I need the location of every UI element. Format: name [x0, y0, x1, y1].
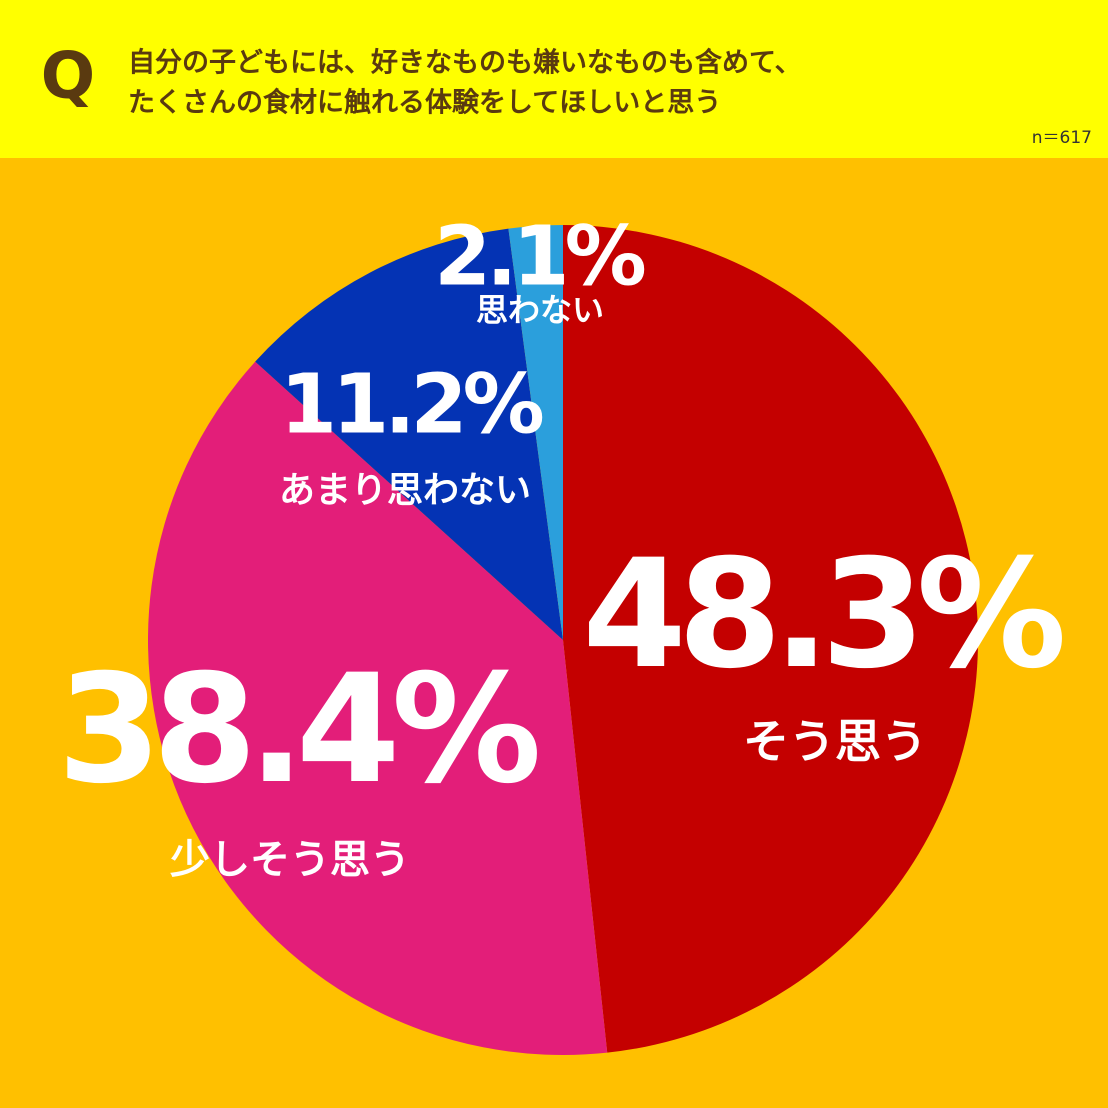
value-label: 38.4%	[57, 643, 537, 817]
value-label: 2.1%	[434, 209, 645, 304]
category-label: そう思う	[743, 715, 927, 769]
pie-slice	[147, 361, 608, 1056]
category-label: 少しそう思う	[170, 837, 410, 883]
title-line: たくさんの食材に触れる体験をしてほしいと思う	[128, 87, 721, 119]
pie-slice	[255, 228, 563, 640]
question-mark: Q	[41, 40, 95, 114]
sample-size: n＝617	[1032, 128, 1092, 148]
pie-slice	[563, 225, 979, 1053]
pie-slice	[508, 225, 563, 640]
header	[0, 0, 1108, 158]
title-line: 自分の子どもには、好きなものも嫌いなものも含めて、	[128, 47, 802, 79]
category-label: あまり思わない	[279, 470, 531, 511]
category-label: 思わない	[476, 291, 604, 329]
value-label: 48.3%	[582, 528, 1062, 702]
value-label: 11.2%	[280, 357, 543, 452]
